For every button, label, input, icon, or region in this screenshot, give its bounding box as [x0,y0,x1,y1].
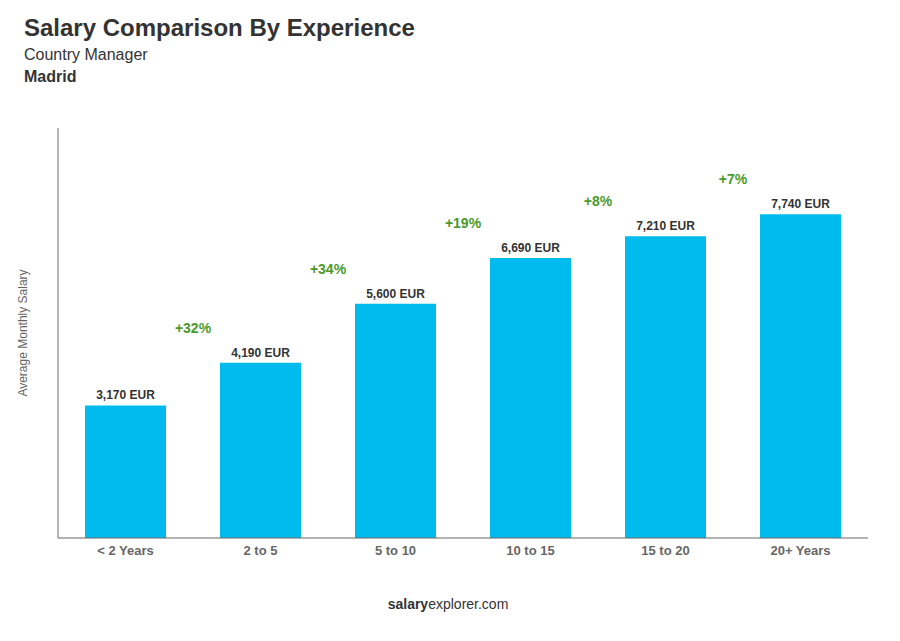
svg-text:6,690 EUR: 6,690 EUR [501,241,560,255]
svg-text:10 to 15: 10 to 15 [506,543,554,558]
svg-text:7,210 EUR: 7,210 EUR [636,219,695,233]
html-text:Madrid: Madrid [24,68,77,85]
html-text:Country Manager: Country Manager [24,46,148,63]
svg-text:7,740 EUR: 7,740 EUR [771,197,830,211]
svg-text:+7%: +7% [719,171,748,187]
html-text:salary explorer.com: salary explorer.com [387,596,509,612]
svg-text:5,600 EUR: 5,600 EUR [366,287,425,301]
svg-text:5 to 10: 5 to 10 [375,543,416,558]
html-text:Salary Comparison By Experienc: Salary Comparison By Experience [24,14,415,41]
svg-text:+19%: +19% [445,215,482,231]
svg-text:20+ Years: 20+ Years [770,543,830,558]
svg-text:15 to 20: 15 to 20 [641,543,689,558]
svg-text:+32%: +32% [175,320,212,336]
svg-text:3,170 EUR: 3,170 EUR [96,388,155,402]
svg-text:2 to 5: 2 to 5 [244,543,278,558]
svg-text:+8%: +8% [584,193,613,209]
svg-text:+34%: +34% [310,261,347,277]
svg-text:Average Monthly Salary: Average Monthly Salary [16,269,30,396]
svg-text:4,190 EUR: 4,190 EUR [231,346,290,360]
svg-text:< 2 Years: < 2 Years [97,543,154,558]
